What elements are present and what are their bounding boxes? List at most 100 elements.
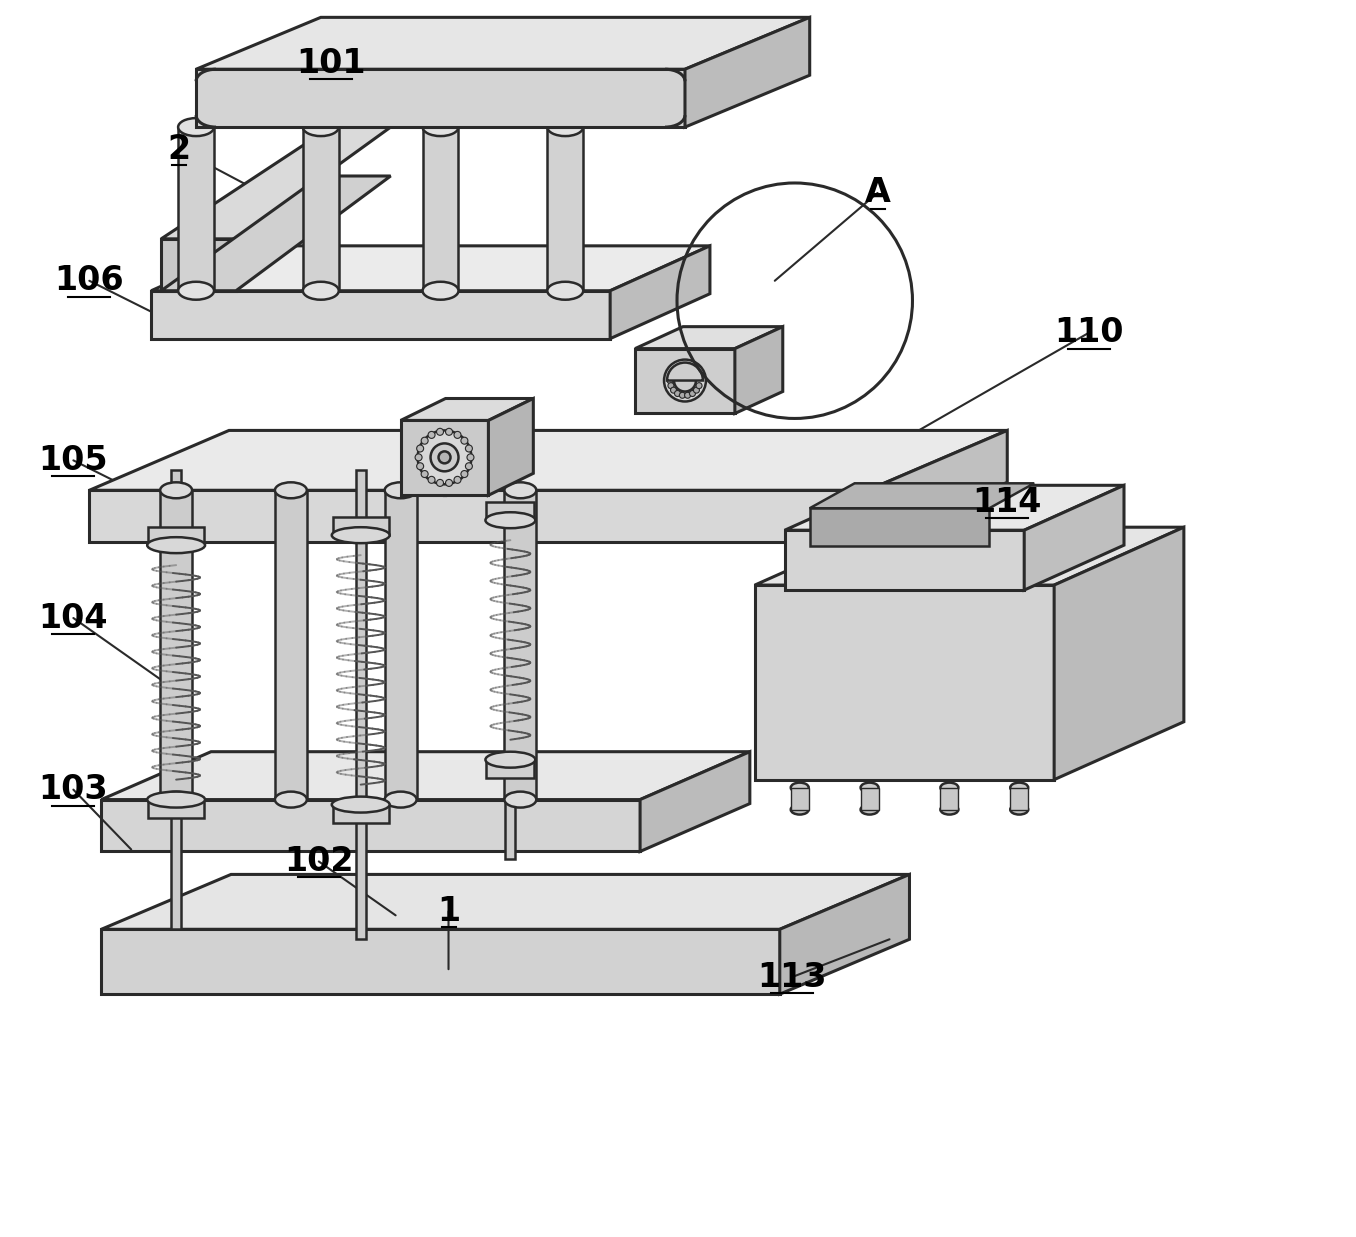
Polygon shape	[548, 127, 583, 291]
Polygon shape	[941, 788, 959, 809]
Ellipse shape	[416, 463, 423, 470]
Ellipse shape	[861, 783, 879, 793]
Polygon shape	[161, 127, 391, 239]
Ellipse shape	[422, 470, 428, 477]
Polygon shape	[332, 804, 389, 823]
Ellipse shape	[275, 792, 306, 808]
Ellipse shape	[178, 118, 214, 136]
Ellipse shape	[422, 437, 428, 444]
Polygon shape	[171, 470, 182, 929]
Polygon shape	[785, 531, 1024, 590]
Polygon shape	[160, 490, 193, 799]
Polygon shape	[148, 527, 203, 546]
Ellipse shape	[461, 437, 468, 444]
Polygon shape	[735, 327, 782, 413]
Ellipse shape	[385, 482, 416, 499]
Polygon shape	[423, 127, 458, 291]
Ellipse shape	[454, 432, 461, 438]
Polygon shape	[635, 349, 735, 413]
Polygon shape	[102, 752, 750, 799]
Ellipse shape	[670, 387, 677, 393]
Ellipse shape	[548, 282, 583, 299]
Ellipse shape	[415, 454, 422, 461]
Text: 103: 103	[38, 773, 108, 807]
Polygon shape	[102, 875, 910, 929]
Polygon shape	[635, 327, 782, 349]
Ellipse shape	[428, 432, 435, 438]
Ellipse shape	[416, 445, 423, 452]
Text: 110: 110	[1055, 317, 1124, 349]
Polygon shape	[810, 484, 1035, 508]
Text: 113: 113	[757, 961, 827, 993]
Polygon shape	[148, 799, 203, 818]
Ellipse shape	[693, 387, 700, 393]
Polygon shape	[1054, 527, 1184, 779]
Ellipse shape	[437, 480, 443, 486]
Polygon shape	[868, 430, 1008, 542]
Polygon shape	[1024, 485, 1124, 590]
Ellipse shape	[667, 377, 673, 383]
Text: A: A	[865, 177, 891, 209]
Polygon shape	[197, 17, 810, 69]
Polygon shape	[755, 527, 1184, 585]
Ellipse shape	[685, 392, 690, 398]
Ellipse shape	[160, 482, 193, 499]
Polygon shape	[755, 585, 1054, 779]
Ellipse shape	[385, 792, 416, 808]
Polygon shape	[861, 788, 879, 809]
Polygon shape	[89, 430, 1008, 490]
Ellipse shape	[423, 118, 458, 136]
Ellipse shape	[148, 537, 205, 553]
Polygon shape	[385, 490, 416, 799]
Ellipse shape	[332, 797, 389, 813]
Polygon shape	[640, 752, 750, 851]
Polygon shape	[487, 760, 534, 778]
Ellipse shape	[674, 391, 681, 397]
Polygon shape	[89, 490, 868, 542]
Polygon shape	[178, 127, 214, 291]
Text: 105: 105	[38, 444, 108, 476]
Ellipse shape	[438, 452, 450, 464]
Polygon shape	[488, 398, 533, 495]
Ellipse shape	[446, 428, 453, 435]
Ellipse shape	[275, 482, 306, 499]
Ellipse shape	[504, 792, 537, 808]
Polygon shape	[400, 398, 533, 421]
Ellipse shape	[466, 454, 475, 461]
Ellipse shape	[669, 382, 674, 388]
Polygon shape	[504, 490, 537, 799]
Polygon shape	[302, 127, 339, 291]
Polygon shape	[102, 929, 780, 995]
Ellipse shape	[332, 527, 389, 543]
Ellipse shape	[418, 430, 472, 485]
Polygon shape	[785, 485, 1124, 531]
Polygon shape	[685, 17, 810, 127]
Ellipse shape	[302, 118, 339, 136]
Text: 114: 114	[972, 486, 1041, 518]
Polygon shape	[355, 470, 366, 939]
Ellipse shape	[465, 445, 472, 452]
Ellipse shape	[696, 382, 702, 388]
Ellipse shape	[679, 392, 685, 398]
Polygon shape	[151, 291, 610, 339]
Polygon shape	[1010, 788, 1028, 809]
Text: 104: 104	[38, 601, 108, 635]
Polygon shape	[506, 470, 515, 860]
Polygon shape	[197, 69, 685, 127]
Ellipse shape	[461, 470, 468, 477]
Polygon shape	[161, 239, 236, 291]
Ellipse shape	[1010, 783, 1028, 793]
Polygon shape	[400, 421, 488, 495]
Ellipse shape	[664, 360, 706, 402]
Polygon shape	[275, 490, 306, 799]
Text: 102: 102	[283, 845, 354, 878]
Text: 101: 101	[296, 47, 366, 79]
Polygon shape	[791, 788, 808, 809]
Ellipse shape	[423, 282, 458, 299]
Ellipse shape	[791, 783, 808, 793]
Ellipse shape	[485, 752, 536, 768]
Wedge shape	[667, 362, 702, 381]
Ellipse shape	[485, 512, 536, 528]
Ellipse shape	[178, 282, 214, 299]
Ellipse shape	[504, 482, 537, 499]
